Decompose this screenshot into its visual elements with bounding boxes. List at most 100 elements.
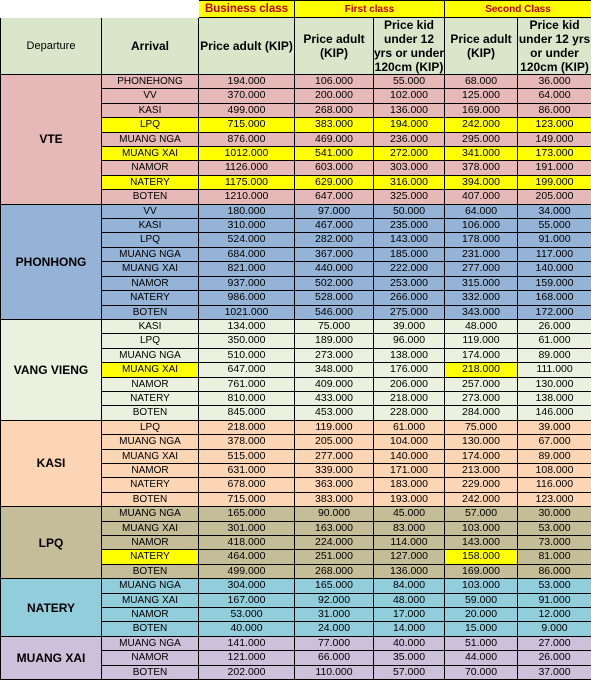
arrival-cell: VV — [102, 204, 199, 218]
business-adult-price: 821.000 — [199, 262, 295, 276]
first-adult-price: 629.000 — [295, 175, 374, 189]
arrival-cell: BOTEN — [102, 492, 199, 506]
business-adult-price: 310.000 — [199, 219, 295, 233]
second-kid-price: 89.000 — [518, 449, 591, 463]
first-adult-price: 110.000 — [295, 665, 374, 679]
first-adult-price: 367.000 — [295, 247, 374, 261]
first-adult-price: 163.000 — [295, 521, 374, 535]
arrival-cell: NATERY — [102, 478, 199, 492]
second-adult-price: 174.000 — [445, 449, 518, 463]
arrival-cell: BOTEN — [102, 190, 199, 204]
second-kid-price: 61.000 — [518, 334, 591, 348]
second-kid-price: 9.000 — [518, 622, 591, 636]
business-adult-price: 53.000 — [199, 608, 295, 622]
second-kid-price: 53.000 — [518, 521, 591, 535]
arrival-cell: MUANG NGA — [102, 579, 199, 593]
arrival-cell: NAMOR — [102, 536, 199, 550]
second-adult-price: 20.000 — [445, 608, 518, 622]
first-adult-price: 383.000 — [295, 118, 374, 132]
business-adult-price: 165.000 — [199, 507, 295, 521]
first-kid-price: 57.000 — [374, 665, 445, 679]
arrival-cell: BOTEN — [102, 665, 199, 679]
second-kid-price: 117.000 — [518, 247, 591, 261]
first-adult-price: 77.000 — [295, 636, 374, 650]
second-adult-price: 103.000 — [445, 521, 518, 535]
second-adult-price: 218.000 — [445, 363, 518, 377]
first-adult-price: 469.000 — [295, 132, 374, 146]
departure-cell: VTE — [1, 75, 102, 205]
second-adult-price: 75.000 — [445, 420, 518, 434]
second-kid-price: 91.000 — [518, 233, 591, 247]
second-adult-price: 51.000 — [445, 636, 518, 650]
first-kid-price: 136.000 — [374, 103, 445, 117]
arrival-cell: NAMOR — [102, 276, 199, 290]
second-adult-price: 64.000 — [445, 204, 518, 218]
business-adult-price: 499.000 — [199, 564, 295, 578]
first-kid-price: 83.000 — [374, 521, 445, 535]
second-kid-price: 86.000 — [518, 564, 591, 578]
second-kid-price: 130.000 — [518, 377, 591, 391]
second-kid-price: 86.000 — [518, 103, 591, 117]
second-adult-price: 242.000 — [445, 492, 518, 506]
second-adult-price: 125.000 — [445, 89, 518, 103]
arrival-cell: NAMOR — [102, 463, 199, 477]
arrival-cell: MUANG XAI — [102, 521, 199, 535]
second-kid-price: 34.000 — [518, 204, 591, 218]
arrival-cell: MUANG XAI — [102, 363, 199, 377]
column-header-row: Departure Arrival Price adult (KIP) Pric… — [1, 18, 591, 75]
second-kid-price: 26.000 — [518, 651, 591, 665]
second-adult-price: 295.000 — [445, 132, 518, 146]
first-kid-price: 316.000 — [374, 175, 445, 189]
first-adult-price: 453.000 — [295, 406, 374, 420]
business-adult-price: 134.000 — [199, 319, 295, 333]
departure-cell: PHONHONG — [1, 204, 102, 319]
second-adult-price: 273.000 — [445, 391, 518, 405]
second-kid-price: 116.000 — [518, 478, 591, 492]
first-kid-price: 325.000 — [374, 190, 445, 204]
first-adult-price: 92.000 — [295, 593, 374, 607]
first-kid-price: 45.000 — [374, 507, 445, 521]
second-adult-price: 378.000 — [445, 161, 518, 175]
first-kid-price: 140.000 — [374, 449, 445, 463]
arrival-cell: NATERY — [102, 175, 199, 189]
business-adult-price: 304.000 — [199, 579, 295, 593]
second-adult-price: 169.000 — [445, 103, 518, 117]
second-adult-price: 59.000 — [445, 593, 518, 607]
business-adult-price: 378.000 — [199, 435, 295, 449]
business-adult-price: 1175.000 — [199, 175, 295, 189]
first-kid-price: 104.000 — [374, 435, 445, 449]
second-adult-price: 48.000 — [445, 319, 518, 333]
second-kid-price: 140.000 — [518, 262, 591, 276]
first-adult-price: 24.000 — [295, 622, 374, 636]
second-kid-price: 39.000 — [518, 420, 591, 434]
second-class-header: Second Class — [445, 1, 591, 18]
arrival-cell: NAMOR — [102, 608, 199, 622]
arrival-cell: BOTEN — [102, 622, 199, 636]
first-kid-price: 102.000 — [374, 89, 445, 103]
second-kid-price: 191.000 — [518, 161, 591, 175]
business-adult-price: 499.000 — [199, 103, 295, 117]
first-kid-price: 61.000 — [374, 420, 445, 434]
departure-cell: NATERY — [1, 579, 102, 637]
first-kid-price: 236.000 — [374, 132, 445, 146]
second-adult-price: 277.000 — [445, 262, 518, 276]
arrival-cell: LPQ — [102, 420, 199, 434]
business-adult-price: 715.000 — [199, 118, 295, 132]
first-adult-price: 363.000 — [295, 478, 374, 492]
first-adult-price: 224.000 — [295, 536, 374, 550]
first-kid-price: 136.000 — [374, 564, 445, 578]
first-kid-price: 194.000 — [374, 118, 445, 132]
second-kid-price: 205.000 — [518, 190, 591, 204]
first-kid-price: 206.000 — [374, 377, 445, 391]
first-kid-price: 171.000 — [374, 463, 445, 477]
second-kid-price: 27.000 — [518, 636, 591, 650]
second-kid-price: 37.000 — [518, 665, 591, 679]
business-adult-price: 464.000 — [199, 550, 295, 564]
second-adult-price: 341.000 — [445, 147, 518, 161]
business-class-header: Business class — [199, 1, 295, 18]
business-adult-price: 180.000 — [199, 204, 295, 218]
second-kid-price: 55.000 — [518, 219, 591, 233]
first-adult-price: 546.000 — [295, 305, 374, 319]
